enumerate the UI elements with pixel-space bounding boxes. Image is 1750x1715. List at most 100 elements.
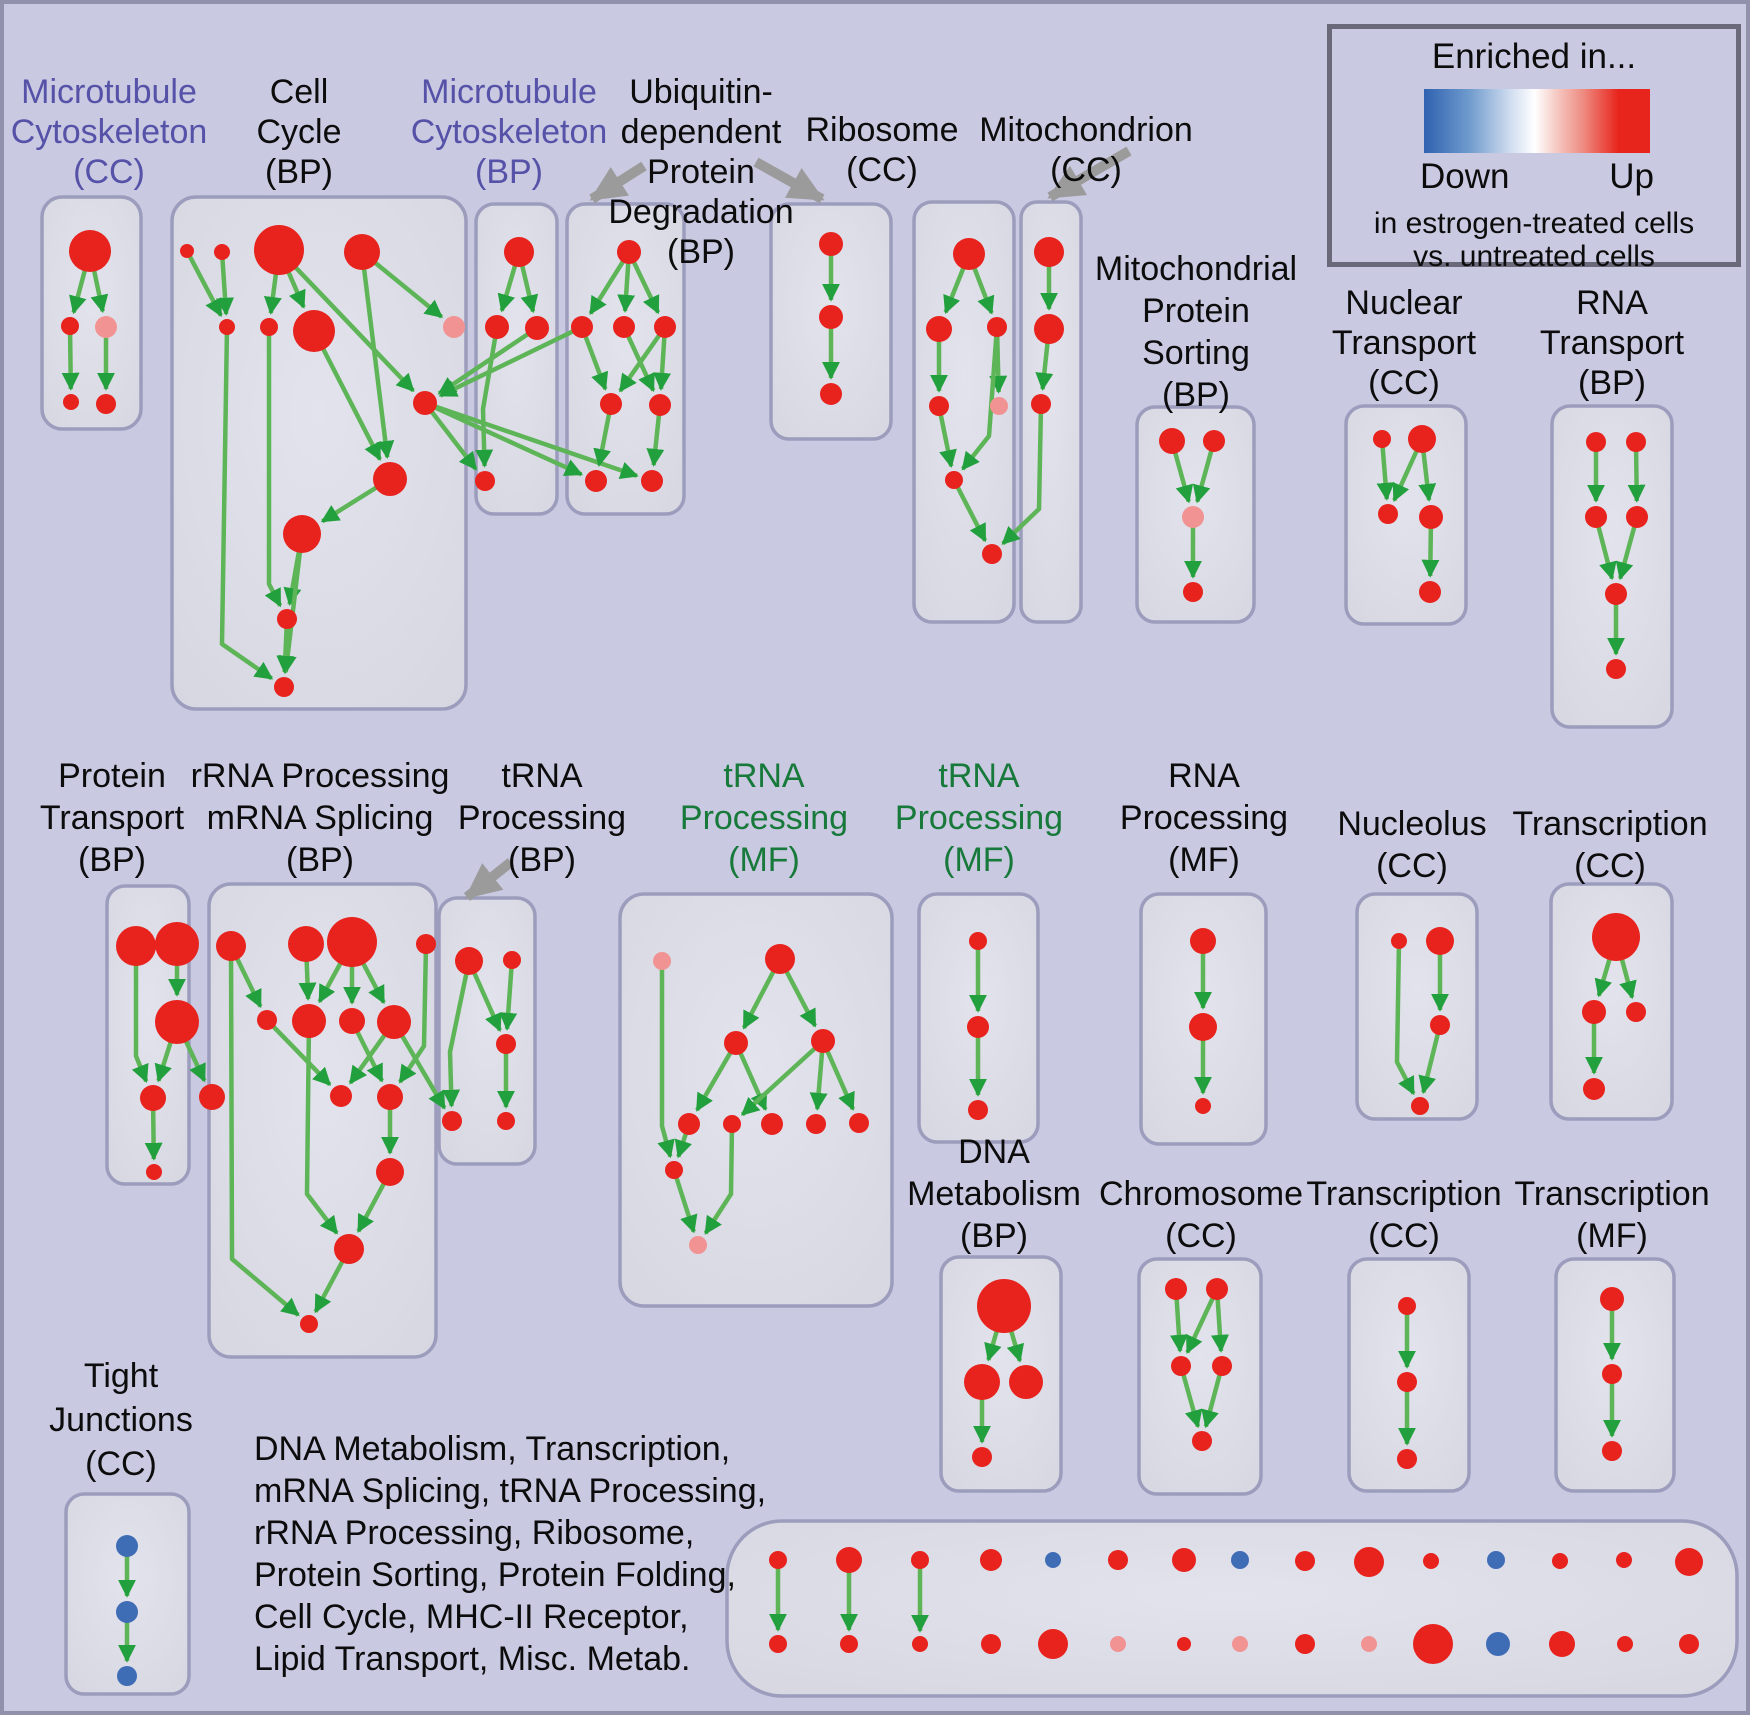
node-U2-red [571, 316, 593, 338]
node-Q3-red [1585, 506, 1607, 528]
label-trna-processing-bp-line1: tRNA [501, 757, 583, 795]
node-B13b-red [1549, 1631, 1575, 1657]
label-nuclear-transport-line1: Nuclear [1345, 284, 1463, 322]
node-B9b-red [1295, 1634, 1315, 1654]
node-B13t-red [1552, 1553, 1568, 1569]
edge-C4-C10 [359, 251, 395, 459]
node-B8t-blue [1231, 1551, 1249, 1569]
node-U5-red [600, 393, 622, 415]
legend-gradient-bar [1424, 89, 1650, 153]
node-G1-red [969, 932, 987, 950]
node-Q5-red [1605, 583, 1627, 605]
node-S5-red [257, 1010, 277, 1030]
node-F0-pink [653, 952, 671, 970]
edge-T1-T4 [131, 946, 149, 1083]
gray-pointer-arrow-to-ubiquitin-box-2 [753, 157, 825, 204]
footnote-line4: Protein Sorting, Protein Folding, [254, 1556, 736, 1594]
legend-title: Enriched in... [1431, 37, 1637, 76]
node-R6-red [945, 471, 963, 489]
label-dna-metabolism-line2: Metabolism [907, 1175, 1081, 1213]
node-Z2-red [1602, 1364, 1622, 1384]
label-microtubule-cytoskeleton-cc-line1: Microtubule [21, 73, 197, 111]
node-U3-red [613, 316, 635, 338]
node-S11-red [376, 1158, 404, 1186]
go-network-diagram [40, 146, 1739, 1698]
node-H3-red [1195, 1098, 1211, 1114]
node-B1b-red [769, 1635, 787, 1653]
node-N2-red [1408, 425, 1436, 453]
node-T1-red [116, 926, 156, 966]
node-TJ3-blue [117, 1666, 137, 1686]
label-trna-processing-mf-1-line2: Processing [679, 799, 849, 837]
node-S3-red [327, 917, 377, 967]
cluster-box-dna-metabolism [939, 1255, 1063, 1493]
node-C2-red [214, 244, 230, 260]
node-F9-red [665, 1161, 683, 1179]
node-C6-red [260, 318, 278, 336]
label-tight-junctions-line3: (CC) [85, 1445, 157, 1483]
edge-X2-X3 [1185, 1288, 1220, 1355]
node-G3-red [968, 1100, 988, 1120]
cluster-box-nucleolus [1355, 892, 1479, 1121]
label-rna-processing-mf: RNA Processing (MF) [1120, 755, 1288, 881]
edge-TB2-TB3 [499, 959, 518, 1031]
node-C12-red [277, 609, 297, 629]
node-B4b-red [981, 1634, 1001, 1654]
label-rna-processing-mf-line2: Processing [1119, 799, 1289, 837]
node-S12-red [334, 1234, 364, 1264]
node-D4-red [972, 1447, 992, 1467]
node-MB2-red [485, 315, 509, 339]
edge-U2-U5 [579, 326, 609, 391]
edge-F3-F8 [820, 1040, 856, 1111]
label-dna-metabolism: DNA Metabolism (BP) [907, 1131, 1081, 1257]
label-cell-cycle-line2: Cycle [256, 113, 342, 151]
edge-F9-F10 [671, 1169, 698, 1234]
node-MB3-red [525, 316, 549, 340]
node-Q1-red [1586, 432, 1606, 452]
label-rna-transport-line3: (BP) [1577, 364, 1646, 402]
label-cell-cycle: Cell Cycle (BP) [256, 72, 341, 192]
edge-C11-C13 [278, 533, 305, 674]
label-cell-cycle-line3: (BP) [265, 153, 333, 191]
label-ribosome: Ribosome (CC) [805, 110, 958, 190]
label-transcription-cc-low-line2: (CC) [1368, 1217, 1440, 1255]
node-K2-red [1582, 1000, 1606, 1024]
gray-pointer-arrow-to-mitochondrion-box [1047, 146, 1132, 202]
label-chromosome-line2: (CC) [1165, 1217, 1237, 1255]
node-F6-red [761, 1113, 783, 1135]
node-B6t-red [1108, 1550, 1128, 1570]
node-U6-red [649, 394, 671, 416]
cluster-box-mitochondrion [1019, 200, 1083, 624]
edge-S5-S9 [265, 1018, 332, 1087]
node-B4t-red [980, 1549, 1002, 1571]
label-microtubule-cytoskeleton-bp-line3: (BP) [474, 153, 543, 191]
label-microtubule-cytoskeleton-bp-line1: Microtubule [421, 73, 597, 111]
label-mitochondrion: Mitochondrion (CC) [979, 110, 1193, 190]
node-X3-red [1171, 1356, 1191, 1376]
node-T2-red [155, 922, 199, 966]
node-A4-red [63, 394, 79, 410]
label-dna-metabolism-line3: (BP) [960, 1217, 1028, 1255]
node-M3-red [1031, 394, 1051, 414]
node-F3-red [811, 1029, 835, 1053]
node-X2-red [1206, 1278, 1228, 1300]
edge-F5-F10 [703, 1123, 735, 1235]
node-A2-red [61, 317, 79, 335]
label-protein-transport: Protein Transport (BP) [40, 755, 184, 881]
label-mitochondrion-line1: Mitochondrion [979, 111, 1193, 149]
node-F1-red [765, 944, 795, 974]
label-transcription-cc-mid-line1: Transcription [1512, 805, 1708, 843]
label-transcription-mf-line1: Transcription [1514, 1175, 1710, 1213]
node-S7-red [339, 1008, 365, 1034]
node-MB4-red [475, 471, 495, 491]
edge-F2-F4 [695, 1041, 738, 1112]
label-transcription-cc-mid: Transcription (CC) [1512, 803, 1707, 887]
node-Y1-red [1398, 1297, 1416, 1315]
node-B10b-pink [1361, 1636, 1377, 1652]
edge-C9-U7 [424, 400, 584, 477]
node-K1-red [1592, 913, 1640, 961]
label-trna-processing-bp-line3: (BP) [507, 841, 576, 879]
label-trna-processing-bp-line2: Processing [457, 799, 627, 837]
node-U8-red [641, 470, 663, 492]
cluster-box-rna-transport [1550, 404, 1674, 729]
